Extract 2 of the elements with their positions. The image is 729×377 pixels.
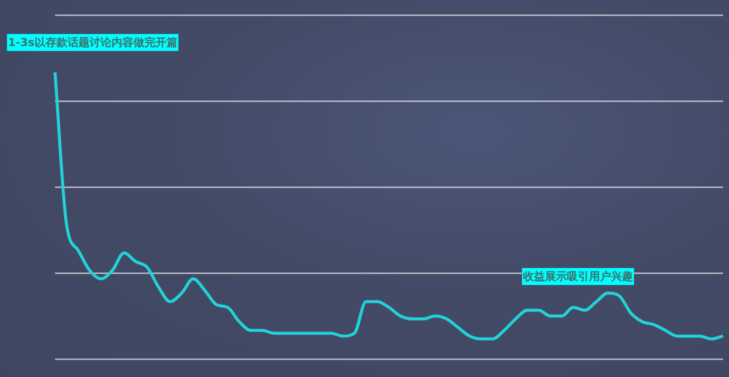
annotation: 收益展示吸引用户兴趣 xyxy=(523,270,633,283)
text: 1-3s以存款话题讨论内容做完开篇 xyxy=(8,36,178,49)
